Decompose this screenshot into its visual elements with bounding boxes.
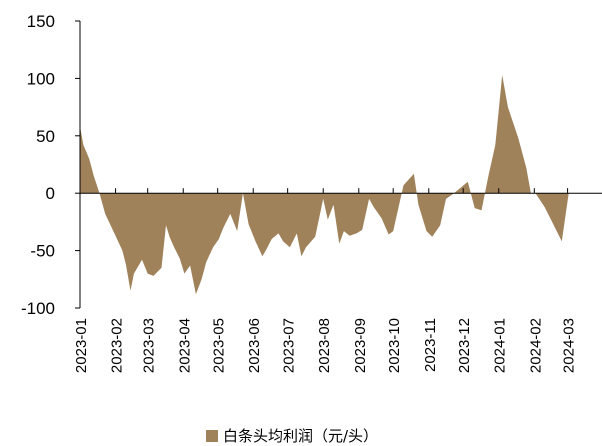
area-series-profit	[80, 75, 602, 295]
x-tick-label: 2024-02	[527, 318, 544, 373]
y-tick-label: -100	[21, 299, 55, 318]
x-tick-label: 2023-06	[246, 318, 263, 373]
y-tick-label: -50	[30, 242, 55, 261]
x-tick-label: 2023-11	[422, 318, 439, 372]
x-tick-label: 2024-01	[492, 318, 509, 373]
legend-label: 白条头均利润（元/头）	[223, 427, 379, 445]
x-tick-label: 2023-04	[176, 318, 193, 373]
legend-swatch	[206, 429, 218, 442]
x-tick-label: 2023-08	[316, 318, 333, 373]
x-tick-label: 2023-05	[211, 318, 228, 373]
x-tick-label: 2023-09	[352, 318, 369, 373]
x-tick-label: 2023-01	[73, 318, 90, 373]
area-series-layer	[80, 75, 602, 295]
x-tick-label: 2023-12	[456, 318, 473, 373]
y-tick-labels: -100 -50 0 50 100 150	[21, 12, 55, 318]
y-tick-label: 50	[36, 127, 55, 146]
x-tick-labels: 2023-01 2023-02 2023-03 2023-04 2023-05 2023-…	[73, 318, 578, 373]
x-tick-label: 2023-03	[141, 318, 158, 373]
x-tick-label: 2024-03	[561, 318, 578, 373]
y-tick-label: 100	[27, 69, 55, 88]
x-tick-label: 2023-02	[109, 318, 126, 373]
x-tick-label: 2023-07	[281, 318, 298, 373]
x-tick-label: 2023-10	[386, 318, 403, 373]
legend: 白条头均利润（元/头）	[206, 425, 378, 446]
y-tick-label: 0	[46, 184, 55, 203]
axes	[75, 20, 602, 309]
y-tick-label: 150	[27, 12, 55, 31]
